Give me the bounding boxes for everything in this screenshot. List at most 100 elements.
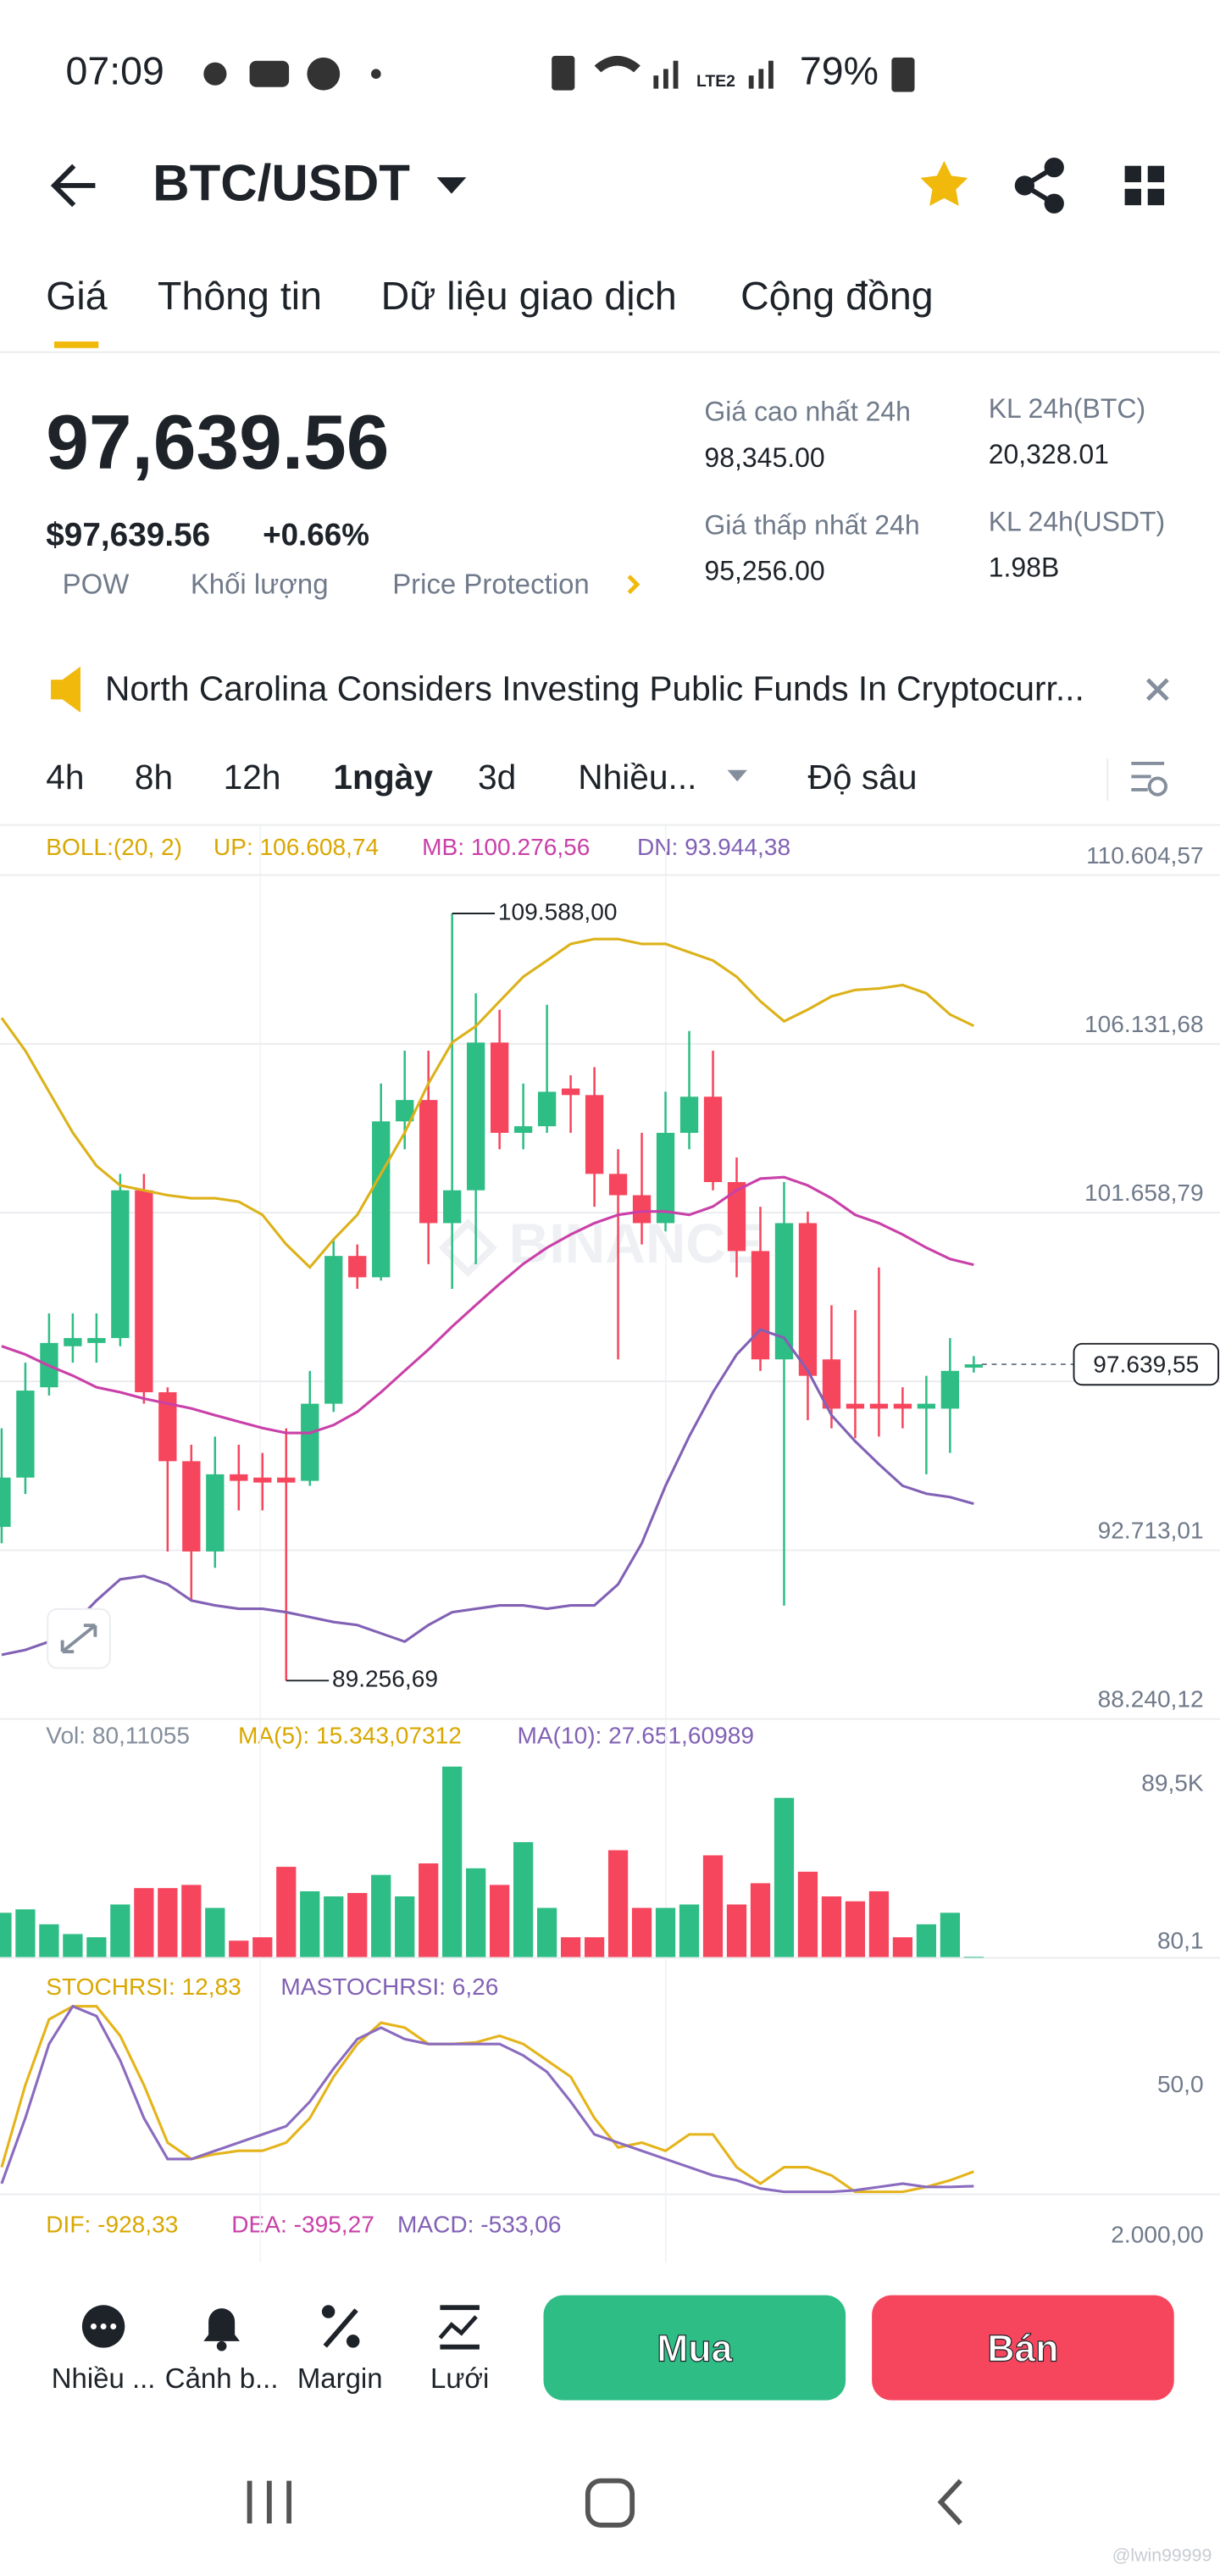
back-button[interactable] bbox=[50, 164, 96, 208]
boll-legend: DN: 93.944,38 bbox=[637, 834, 790, 860]
candle-body bbox=[277, 1477, 296, 1483]
volume-bar bbox=[892, 1937, 913, 1957]
candle-body bbox=[466, 1042, 485, 1191]
expand-button[interactable] bbox=[47, 1607, 111, 1669]
sell-button[interactable] bbox=[872, 2295, 1174, 2401]
chart-settings[interactable] bbox=[1131, 762, 1167, 797]
tab[interactable]: Thông tin bbox=[158, 274, 322, 318]
candle-body bbox=[656, 1132, 675, 1224]
candle-body bbox=[182, 1461, 201, 1552]
candle-body bbox=[798, 1223, 818, 1376]
volume-bar bbox=[276, 1867, 297, 1957]
volume-bar bbox=[181, 1885, 202, 1957]
candle-body bbox=[230, 1474, 248, 1481]
boll-legend: BOLL:(20, 2) bbox=[46, 834, 182, 860]
buy-label[interactable]: Mua bbox=[657, 2328, 734, 2370]
candle-body bbox=[253, 1477, 272, 1483]
volume-bar bbox=[419, 1863, 439, 1957]
candle-body bbox=[87, 1338, 106, 1343]
interval[interactable]: Nhiều... bbox=[578, 758, 696, 797]
tab[interactable]: Cộng đồng bbox=[740, 274, 934, 318]
system-nav[interactable] bbox=[247, 2478, 962, 2528]
favorite-star[interactable] bbox=[920, 160, 968, 206]
nav-label[interactable]: Lưới bbox=[430, 2362, 489, 2394]
candle-body bbox=[64, 1338, 82, 1346]
interval[interactable]: 8h bbox=[135, 758, 173, 797]
macd-axis-label: 2.000,00 bbox=[1111, 2221, 1203, 2247]
volume-bar bbox=[39, 1924, 59, 1957]
volume-bar bbox=[726, 1904, 747, 1957]
share-button[interactable] bbox=[1014, 158, 1064, 214]
nav-label[interactable]: Cảnh b... bbox=[165, 2362, 279, 2394]
volume-bar bbox=[774, 1797, 795, 1957]
tab[interactable]: Dữ liệu giao dịch bbox=[381, 274, 677, 318]
sell-label[interactable]: Bán bbox=[987, 2328, 1059, 2370]
volume-bar bbox=[536, 1907, 557, 1957]
volume-bar bbox=[134, 1888, 154, 1957]
volume-bar bbox=[110, 1904, 130, 1957]
boll-legend: MB: 100.276,56 bbox=[422, 834, 590, 860]
y-tick-label: 88.240,12 bbox=[1098, 1686, 1204, 1713]
candle-body bbox=[893, 1403, 912, 1409]
stat-label: Giá cao nhất 24h bbox=[704, 397, 911, 427]
nav-label[interactable]: Nhiều ... bbox=[52, 2362, 156, 2394]
volume-bar bbox=[15, 1909, 36, 1957]
pair-title[interactable]: BTC/USDT bbox=[152, 155, 410, 212]
volume-bar bbox=[0, 1913, 12, 1957]
y-tick-label: 110.604,57 bbox=[1086, 842, 1203, 869]
interval[interactable]: 3d bbox=[478, 758, 516, 797]
pair-dropdown[interactable] bbox=[436, 177, 467, 194]
candle-body bbox=[585, 1095, 604, 1174]
current-price-box bbox=[1073, 1342, 1220, 1386]
candle-body bbox=[703, 1096, 723, 1182]
macd-legend: DIF: -928,33 bbox=[46, 2212, 178, 2238]
volume-bar bbox=[324, 1896, 344, 1957]
nav-label[interactable]: Margin bbox=[297, 2362, 383, 2394]
tag: Khối lượng bbox=[191, 568, 329, 599]
volume-bar bbox=[702, 1855, 724, 1957]
stoch-line bbox=[0, 2005, 974, 2194]
stat-value: 95,256.00 bbox=[704, 556, 824, 586]
buy-button[interactable] bbox=[543, 2295, 846, 2401]
volume-bar bbox=[300, 1890, 320, 1957]
candle-body bbox=[561, 1088, 580, 1096]
candle-body bbox=[869, 1403, 889, 1409]
candle-body bbox=[348, 1256, 367, 1278]
volume-bar bbox=[560, 1937, 581, 1957]
boll-line bbox=[1, 1175, 974, 1435]
volume-bar bbox=[868, 1890, 890, 1957]
candle-body bbox=[206, 1474, 225, 1552]
volume-bar bbox=[158, 1888, 178, 1957]
volume-bar bbox=[395, 1896, 415, 1957]
grid-menu[interactable] bbox=[1124, 165, 1165, 206]
interval[interactable]: Độ sâu bbox=[808, 758, 918, 797]
tab[interactable]: Giá bbox=[46, 274, 108, 318]
interval[interactable]: 12h bbox=[224, 758, 281, 797]
volume-bar bbox=[490, 1885, 510, 1957]
volume-bar bbox=[63, 1934, 83, 1957]
volume-bar bbox=[750, 1883, 771, 1957]
volume-bar bbox=[655, 1907, 676, 1957]
last-price: 97,639.56 bbox=[46, 400, 389, 486]
candle-body bbox=[632, 1195, 652, 1224]
tag[interactable]: Price Protection bbox=[392, 568, 590, 599]
usd-price: $97,639.56 bbox=[46, 517, 210, 553]
news-close[interactable] bbox=[1146, 678, 1169, 702]
volume-bar bbox=[229, 1940, 249, 1957]
candle-body bbox=[16, 1391, 35, 1478]
volume-tick-label: 89,5K bbox=[1141, 1770, 1204, 1796]
v-grid bbox=[259, 825, 262, 2262]
news-headline[interactable]: North Carolina Considers Investing Publi… bbox=[105, 669, 1084, 708]
candle-body bbox=[940, 1370, 960, 1409]
interval[interactable]: 4h bbox=[46, 758, 84, 797]
candle-body bbox=[396, 1100, 414, 1122]
divider bbox=[0, 351, 1220, 353]
candle-body bbox=[513, 1126, 533, 1133]
pane-divider bbox=[0, 2193, 1220, 2196]
interval[interactable]: 1ngày bbox=[333, 758, 433, 797]
chevron bbox=[627, 575, 640, 595]
candle-body bbox=[537, 1091, 557, 1127]
volume-bar bbox=[584, 1937, 605, 1957]
